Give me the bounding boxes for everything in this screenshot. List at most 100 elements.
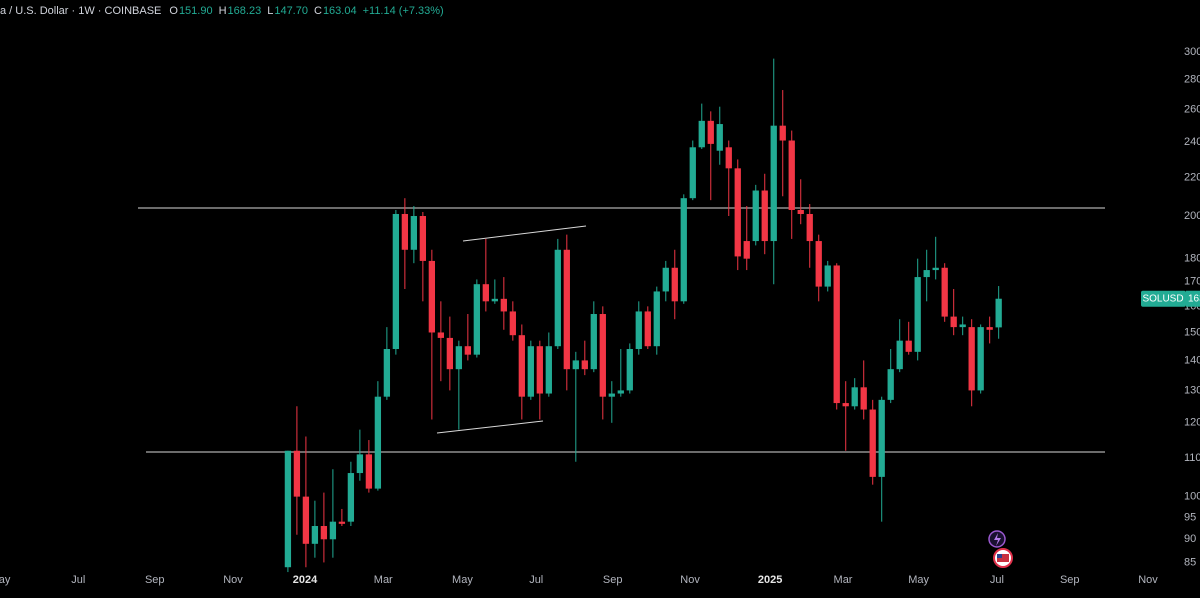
candle-body [392, 213, 400, 350]
candle-body [554, 249, 561, 347]
price-tag: 163.04 [1188, 293, 1200, 304]
candle-body [923, 270, 930, 278]
candle-body [950, 316, 957, 328]
y-tick-label: 110 [1184, 452, 1200, 464]
candle-body [527, 346, 534, 397]
ohlc-key: O [169, 5, 178, 17]
event-icon-bolt [994, 533, 1001, 546]
ohlc-value: 168.23 [227, 5, 262, 17]
candle-body [509, 311, 516, 336]
flag-icon-body [997, 554, 1009, 562]
flag-icon-canton [997, 554, 1002, 558]
candle-body [446, 337, 453, 370]
y-tick-label: 240 [1184, 136, 1200, 148]
candle-body [383, 349, 391, 397]
candle-body [599, 314, 606, 397]
candle-body [806, 213, 813, 242]
candle-body [329, 521, 337, 540]
candle-body [347, 473, 355, 522]
y-tick-label: 300 [1184, 46, 1200, 58]
y-tick-label: 220 [1184, 171, 1200, 183]
y-tick-label: 95 [1184, 511, 1196, 523]
x-tick-label: Nov [223, 574, 243, 586]
candle-body [905, 340, 912, 352]
y-tick-label: 140 [1184, 354, 1200, 366]
candle-body [689, 147, 696, 199]
candle-body [770, 125, 777, 242]
symbol-name: a / U.S. Dollar · 1W · COINBASE [0, 5, 162, 17]
x-tick-label: 2025 [758, 574, 782, 586]
ohlc-value: 147.70 [274, 5, 308, 17]
candle-body [941, 267, 948, 317]
candle-body [887, 369, 894, 400]
candle-body [968, 327, 975, 391]
candle-body [311, 526, 319, 544]
candle-body [725, 147, 732, 169]
candle-body [707, 120, 714, 144]
ohlc-value: 163.04 [322, 5, 357, 17]
y-tick-label: 200 [1184, 210, 1200, 222]
candle-body [293, 450, 301, 497]
price-change: +11.14 (+7.33%) [362, 5, 444, 17]
x-tick-label: Nov [680, 574, 700, 586]
candle-body [788, 140, 795, 210]
candle-body [662, 267, 669, 292]
candle-body [842, 403, 849, 407]
y-tick-label: 120 [1184, 417, 1200, 429]
candle-body [563, 249, 570, 370]
candle-body [797, 209, 804, 214]
x-tick-label: Jul [529, 574, 543, 586]
candle-body [374, 396, 382, 489]
channel-line [436, 420, 544, 434]
chart-header: a / U.S. Dollar · 1W · COINBASE O151.90 H1… [0, 5, 450, 17]
candle-body [356, 454, 364, 474]
candle-body [824, 265, 831, 287]
x-tick-label: May [908, 574, 929, 586]
ohlc-key: C [313, 5, 322, 17]
candle-body [653, 291, 660, 347]
candle-body [473, 284, 480, 355]
candle-body [482, 284, 489, 302]
candle-body [761, 190, 768, 242]
candle-body [851, 387, 858, 407]
symbol-tag: SOLUSD [1142, 293, 1183, 304]
candle-body [734, 168, 741, 257]
candle-body [437, 332, 445, 338]
candle-body [455, 346, 462, 370]
candle-body [302, 496, 310, 544]
candle-body [779, 125, 786, 141]
candle-body [986, 327, 993, 330]
ohlc-value: 151.90 [178, 5, 213, 17]
y-tick-label: 180 [1184, 253, 1200, 265]
y-tick-label: 90 [1184, 533, 1196, 545]
candle-body [680, 198, 687, 302]
candle-body [752, 190, 759, 242]
x-tick-label: Sep [145, 574, 165, 586]
candle-body [959, 324, 966, 328]
y-tick-label: 100 [1184, 491, 1200, 503]
candle-body [977, 327, 984, 391]
x-tick-label: Jul [990, 574, 1004, 586]
ohlc-key: L [267, 5, 274, 17]
candle-body [428, 260, 436, 333]
candle-body [617, 390, 624, 394]
x-tick-label: 2024 [293, 574, 318, 586]
x-tick-label: Mar [374, 574, 393, 586]
x-tick-label: May [0, 574, 11, 586]
y-tick-label: 280 [1184, 74, 1200, 86]
candle-body [869, 409, 876, 477]
x-tick-label: Jul [71, 574, 85, 586]
candle-body [365, 454, 373, 489]
x-tick-label: Sep [603, 574, 623, 586]
x-tick-label: Nov [1138, 574, 1158, 586]
candle-body [716, 124, 723, 151]
candle-body [410, 216, 418, 250]
candle-body [671, 267, 678, 302]
candle-body [698, 120, 705, 148]
y-tick-label: 170 [1184, 276, 1200, 288]
candle-body [320, 526, 328, 540]
candle-body [419, 216, 427, 261]
y-tick-label: 130 [1184, 384, 1200, 396]
